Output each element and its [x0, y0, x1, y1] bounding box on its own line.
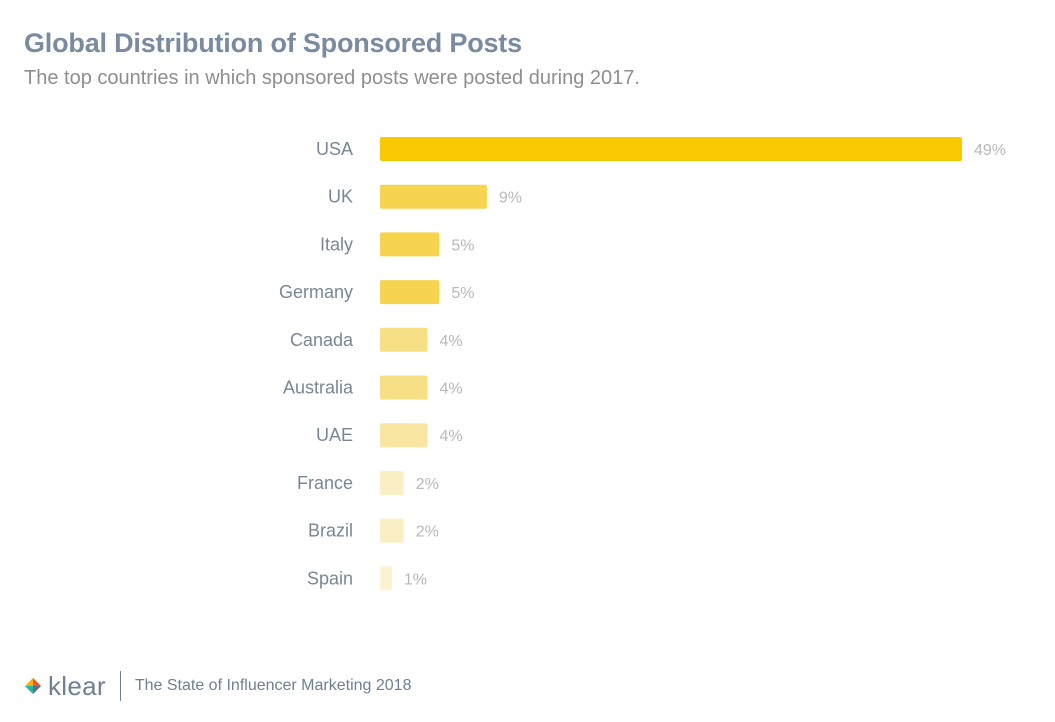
bar — [380, 327, 428, 352]
brand-name: klear — [48, 670, 106, 701]
chart-title: Global Distribution of Sponsored Posts — [24, 28, 522, 58]
footer-divider — [119, 671, 121, 701]
chart-subtitle: The top countries in which sponsored pos… — [24, 67, 640, 89]
category-label: France — [297, 473, 353, 493]
value-label: 9% — [499, 190, 522, 207]
footer-text: The State of Influencer Marketing 2018 — [134, 677, 412, 694]
bar — [380, 375, 428, 400]
category-label: Australia — [283, 378, 354, 398]
category-label: Canada — [290, 330, 354, 350]
category-label: Italy — [320, 234, 353, 254]
category-label: UK — [328, 187, 353, 207]
brand: klear — [24, 671, 106, 702]
value-label: 4% — [440, 333, 463, 350]
bar — [380, 184, 487, 209]
value-label: 5% — [451, 285, 474, 302]
value-label: 49% — [974, 142, 1006, 159]
bar — [380, 518, 404, 543]
value-label: 4% — [440, 381, 463, 398]
klear-logo-icon — [25, 678, 41, 694]
bar — [380, 566, 392, 591]
value-label: 2% — [416, 524, 439, 541]
bar — [380, 423, 428, 448]
category-label: UAE — [316, 425, 353, 445]
category-label: USA — [316, 139, 353, 159]
bar-chart: USA 49% UK 9% Italy 5% Germany 5% Canada 4% Austra… — [279, 137, 1006, 591]
value-label: 5% — [451, 237, 474, 254]
category-label: Germany — [279, 282, 353, 302]
value-label: 1% — [404, 571, 427, 588]
bar — [380, 137, 962, 161]
footer: klear The State of Influencer Marketing … — [24, 668, 411, 704]
bar — [380, 232, 440, 257]
category-label: Brazil — [308, 521, 353, 541]
bar — [380, 280, 440, 305]
category-label: Spain — [307, 568, 353, 588]
value-label: 4% — [440, 428, 463, 445]
value-label: 2% — [416, 476, 439, 493]
bar — [380, 470, 404, 495]
